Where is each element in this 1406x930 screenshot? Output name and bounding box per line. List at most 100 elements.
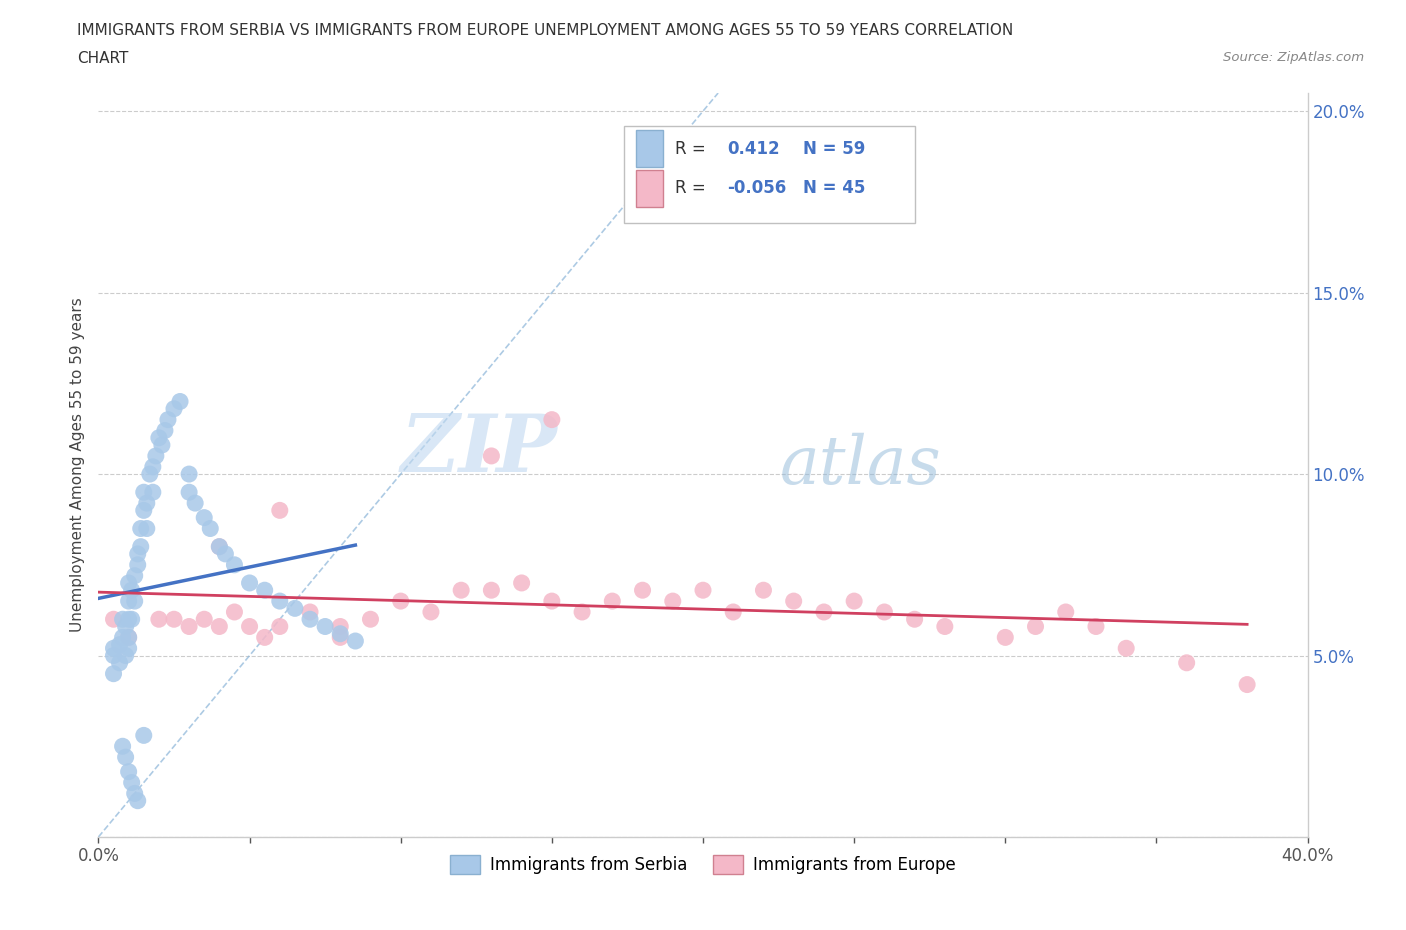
Point <box>299 604 322 619</box>
Point <box>127 547 149 562</box>
Point <box>111 612 134 627</box>
Point <box>150 438 173 453</box>
Point <box>329 626 352 641</box>
Text: R =: R = <box>675 140 711 158</box>
Point <box>103 612 125 627</box>
Point <box>844 593 866 608</box>
Point <box>239 619 262 634</box>
Point <box>124 786 146 801</box>
Y-axis label: Unemployment Among Ages 55 to 59 years: Unemployment Among Ages 55 to 59 years <box>69 298 84 632</box>
Point <box>269 619 291 634</box>
Point <box>124 568 146 583</box>
Point <box>103 666 125 681</box>
Point <box>481 583 503 598</box>
Text: IMMIGRANTS FROM SERBIA VS IMMIGRANTS FROM EUROPE UNEMPLOYMENT AMONG AGES 55 TO 5: IMMIGRANTS FROM SERBIA VS IMMIGRANTS FRO… <box>77 23 1014 38</box>
Point <box>723 604 745 619</box>
Point <box>510 576 533 591</box>
Point <box>540 593 562 608</box>
Point <box>752 583 775 598</box>
Point <box>200 521 222 536</box>
Point <box>103 641 125 656</box>
Point <box>450 583 472 598</box>
Point <box>114 648 136 663</box>
Point <box>214 547 236 562</box>
Text: 0.412: 0.412 <box>727 140 780 158</box>
Point <box>163 402 186 417</box>
Point <box>179 619 201 634</box>
Point <box>118 612 141 627</box>
Point <box>145 448 167 463</box>
Point <box>813 604 835 619</box>
Point <box>224 604 246 619</box>
Point <box>344 633 367 648</box>
Point <box>127 793 149 808</box>
Point <box>148 612 170 627</box>
Point <box>1175 656 1198 671</box>
Point <box>269 503 291 518</box>
Text: -0.056: -0.056 <box>727 179 786 197</box>
Text: atlas: atlas <box>779 432 941 498</box>
Point <box>118 764 141 779</box>
Bar <box>637 169 664 206</box>
Point <box>148 431 170 445</box>
Point <box>1236 677 1258 692</box>
Point <box>329 630 352 644</box>
Point <box>284 601 307 616</box>
Point <box>571 604 593 619</box>
Point <box>163 612 186 627</box>
Point <box>208 539 231 554</box>
Point <box>103 648 125 663</box>
Point <box>111 738 134 753</box>
Point <box>208 619 231 634</box>
Point <box>253 583 276 598</box>
Point <box>540 412 562 427</box>
Point <box>783 593 806 608</box>
Point <box>127 557 149 572</box>
Point <box>153 423 176 438</box>
Text: Source: ZipAtlas.com: Source: ZipAtlas.com <box>1223 51 1364 64</box>
Point <box>994 630 1017 644</box>
Point <box>179 485 201 499</box>
Point <box>420 604 443 619</box>
Point <box>169 394 191 409</box>
Point <box>121 583 143 598</box>
Text: CHART: CHART <box>77 51 129 66</box>
Point <box>692 583 714 598</box>
Point <box>481 448 503 463</box>
Point <box>142 459 165 474</box>
Point <box>142 485 165 499</box>
Point <box>299 612 322 627</box>
Point <box>108 656 131 671</box>
Point <box>179 467 201 482</box>
Point <box>121 612 143 627</box>
Point <box>314 619 336 634</box>
Point <box>118 630 141 644</box>
Point <box>193 612 215 627</box>
Point <box>156 412 179 427</box>
Point <box>329 619 352 634</box>
Point <box>253 630 276 644</box>
Point <box>360 612 382 627</box>
Point <box>1024 619 1046 634</box>
Point <box>118 630 141 644</box>
Point <box>602 593 624 608</box>
Point <box>108 637 131 652</box>
Point <box>132 503 155 518</box>
Text: N = 45: N = 45 <box>803 179 866 197</box>
Point <box>121 775 143 790</box>
Point <box>661 593 683 608</box>
Text: N = 59: N = 59 <box>803 140 866 158</box>
Legend: Immigrants from Serbia, Immigrants from Europe: Immigrants from Serbia, Immigrants from … <box>444 848 962 881</box>
Point <box>193 511 215 525</box>
Point <box>1115 641 1137 656</box>
Point <box>124 593 146 608</box>
Point <box>208 539 231 554</box>
Point <box>139 467 162 482</box>
Text: ZIP: ZIP <box>401 411 558 489</box>
Point <box>135 496 157 511</box>
Bar <box>637 130 664 167</box>
Point <box>1054 604 1077 619</box>
Point <box>389 593 412 608</box>
Point <box>132 485 155 499</box>
Point <box>118 641 141 656</box>
